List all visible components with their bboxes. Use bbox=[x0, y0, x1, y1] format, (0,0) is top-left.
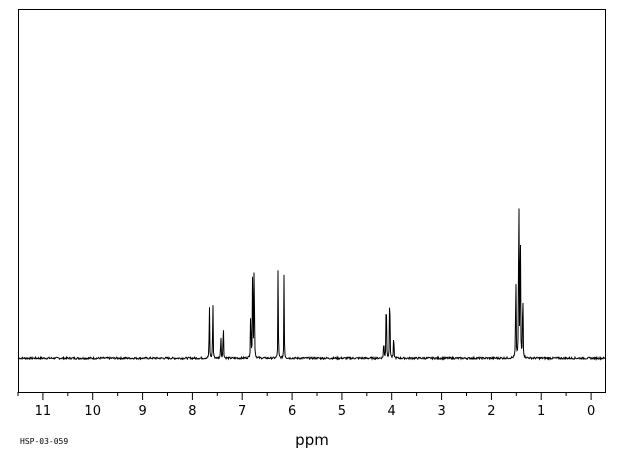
x-tick-label: 5 bbox=[338, 404, 346, 419]
spectrum-trace bbox=[18, 208, 606, 361]
x-tick-label: 7 bbox=[238, 404, 246, 419]
x-axis-label: ppm bbox=[295, 431, 329, 449]
x-tick-label: 0 bbox=[587, 404, 595, 419]
x-tick-label: 2 bbox=[487, 404, 495, 419]
x-tick-label: 9 bbox=[138, 404, 146, 419]
sample-id-label: HSP-03-059 bbox=[20, 437, 68, 446]
x-tick-label: 10 bbox=[84, 404, 101, 419]
plot-frame bbox=[18, 9, 606, 393]
x-axis-ticks: 11 10 9 8 7 6 5 4 3 2 1 0 bbox=[17, 392, 595, 419]
x-tick-label: 1 bbox=[537, 404, 545, 419]
x-tick-label: 6 bbox=[288, 404, 296, 419]
x-tick-label: 11 bbox=[35, 404, 52, 419]
x-tick-label: 8 bbox=[188, 404, 196, 419]
x-tick-label: 3 bbox=[437, 404, 445, 419]
x-tick-label: 4 bbox=[388, 404, 396, 419]
